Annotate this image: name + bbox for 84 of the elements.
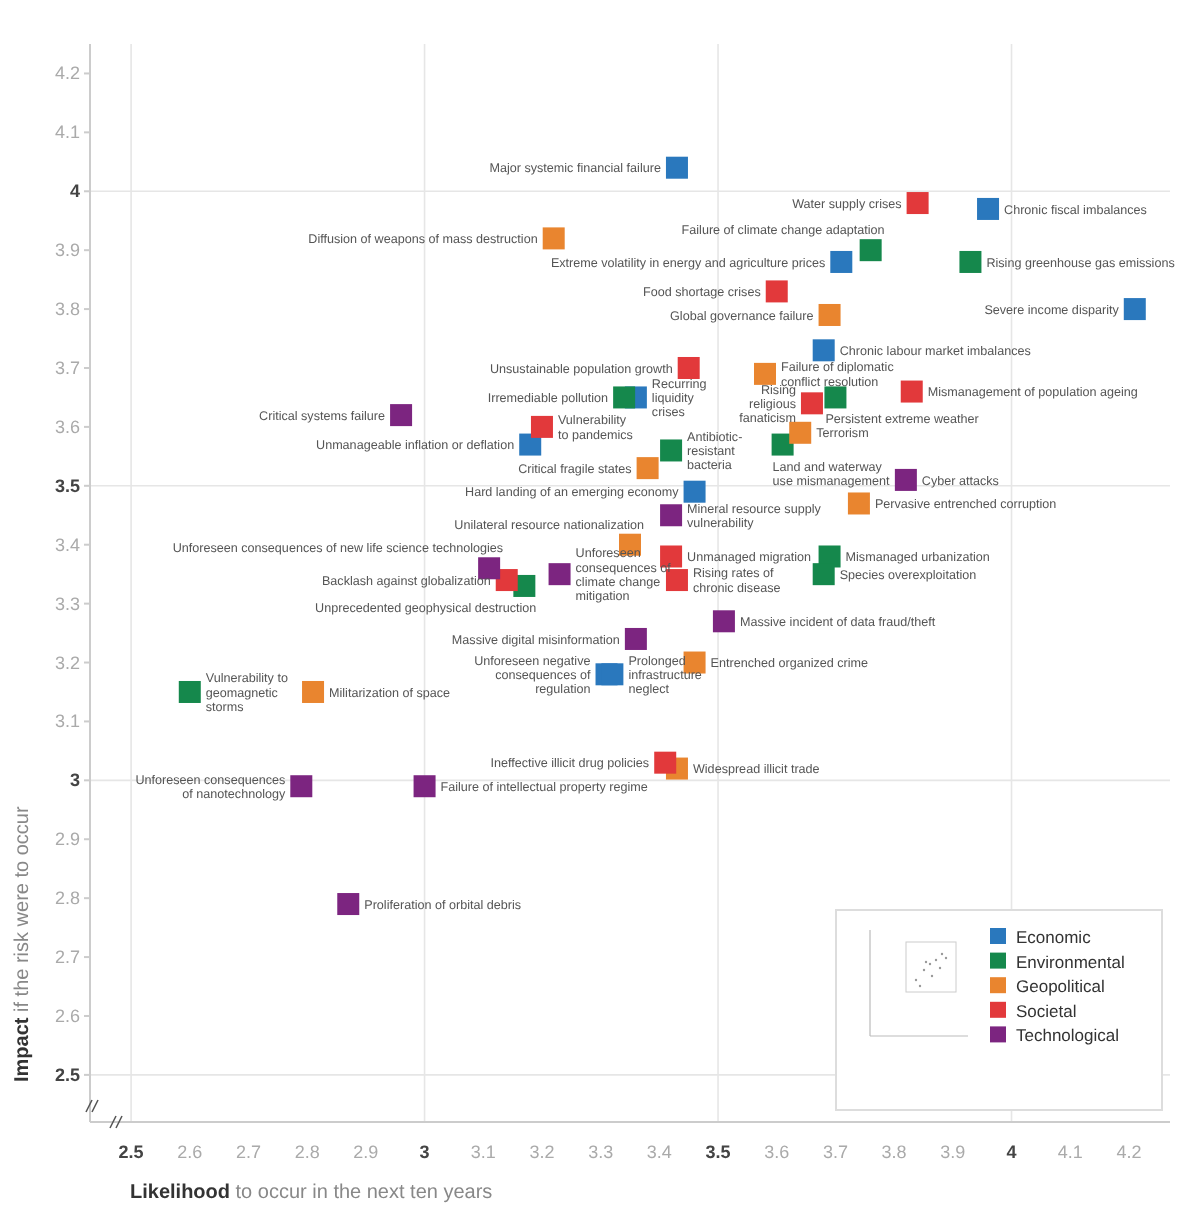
x-tick-label: 3 [419,1142,430,1162]
point [548,563,571,586]
x-tick-label: 2.8 [294,1142,320,1162]
y-tick-label: 2.7 [54,947,80,968]
point [812,339,835,362]
point [478,557,501,580]
y-tick-label: 3.7 [54,357,80,378]
point [413,775,436,798]
x-tick-label: 3.1 [470,1142,496,1162]
x-tick-label: 4.1 [1057,1142,1083,1162]
point [302,680,325,703]
point [765,280,788,303]
point [542,227,565,250]
x-tick-label: 3.2 [529,1142,555,1162]
x-tick-label: 2.5 [118,1142,144,1162]
y-tick-label: 2.5 [54,1064,80,1085]
point [959,250,982,273]
y-tick-label: 3.9 [54,240,80,261]
point [624,627,647,650]
x-tick-label: 3.6 [764,1142,790,1162]
y-tick-label: 3.4 [54,534,80,555]
point [290,775,313,798]
point [789,421,812,444]
y-tick-label: 2.8 [54,888,80,909]
point [900,380,923,403]
x-tick-label: 3.5 [705,1142,731,1162]
y-tick-label: 3.1 [54,711,80,732]
point [977,197,1000,220]
x-tick-label: 2.9 [353,1142,379,1162]
x-tick-label: 3.9 [940,1142,966,1162]
y-tick-label: 2.6 [54,1005,80,1026]
point [530,415,553,438]
y-tick-label: 3.6 [54,416,80,437]
legend-label: Geopolitical [1016,976,1106,997]
legend-label: Technological [1016,1025,1120,1046]
y-axis-title: Impact if the risk were to occur [12,805,34,1082]
y-tick-label: 3.8 [54,299,80,320]
point [636,457,659,480]
point [178,680,201,703]
point [601,663,624,686]
x-tick-label: 4 [1006,1142,1017,1162]
x-tick-label: 3.4 [646,1142,672,1162]
point [812,563,835,586]
point [847,492,870,515]
point [665,156,688,179]
x-tick-label: 3.7 [822,1142,848,1162]
legend-label: Environmental [1016,951,1125,972]
point [1123,298,1146,321]
x-axis-title: Likelihood to occur in the next ten years [130,1182,493,1204]
y-tick-label: 3.3 [54,593,80,614]
point [654,751,677,774]
point [660,439,683,462]
legend-label: Economic [1016,927,1093,947]
point [800,392,823,415]
point [519,433,542,456]
y-tick-label: 4.2 [54,63,80,84]
y-tick-label: 3.5 [54,475,80,496]
x-tick-label: 2.7 [235,1142,261,1162]
point [613,386,636,409]
point [906,192,929,215]
x-tick-label: 3.3 [588,1142,614,1162]
point [660,504,683,527]
point [824,386,847,409]
point [683,480,706,503]
x-tick-label: 4.2 [1116,1142,1142,1162]
y-tick-label: 3 [69,770,80,791]
x-tick-label: 3.8 [881,1142,907,1162]
y-tick-label: 4.1 [54,122,80,143]
y-tick-label: 3.2 [54,652,80,673]
point [495,569,518,592]
legend-label: Societal [1016,1000,1077,1021]
point [754,362,776,385]
point [830,250,853,273]
point [859,239,882,262]
point [894,468,917,491]
point [337,893,360,916]
point [390,404,413,427]
x-tick-label: 2.6 [177,1142,203,1162]
y-tick-label: 2.9 [54,829,80,850]
point [677,356,700,379]
point [712,610,735,633]
y-tick-label: 4 [69,181,80,202]
point [665,569,688,592]
point [818,303,841,326]
